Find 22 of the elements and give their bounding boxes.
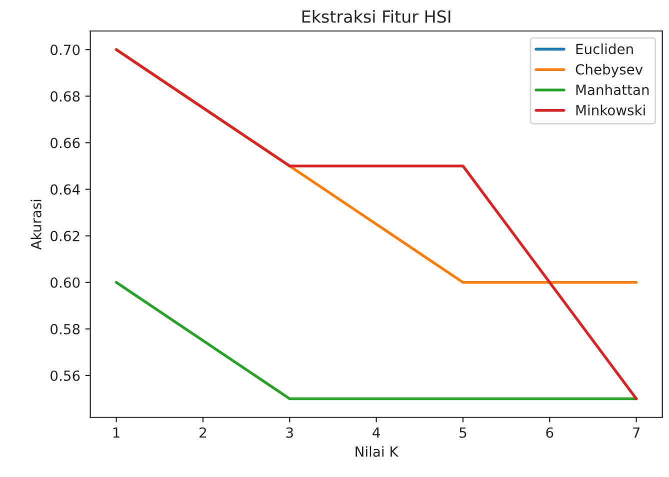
chart-title: Ekstraksi Fitur HSI [302, 10, 450, 23]
y-tick-label: 0.68 [50, 91, 80, 102]
y-tick-label: 0.64 [50, 184, 80, 195]
x-tick-label: 4 [372, 428, 380, 438]
y-axis-title: Akurasi [30, 200, 42, 250]
y-tick-label: 0.56 [50, 370, 80, 381]
y-tick-label: 0.66 [50, 138, 80, 148]
x-tick-label: 7 [633, 428, 640, 438]
x-tick-label: 3 [286, 427, 293, 438]
legend-label: Chebysev [576, 64, 643, 78]
x-tick-label: 5 [460, 428, 466, 438]
y-tick-label: 0.70 [50, 44, 80, 56]
y-tick-label: 0.58 [50, 324, 80, 334]
legend-label: Manhattan [576, 84, 649, 96]
y-tick-label: 0.62 [50, 230, 80, 242]
x-tick-label: 1 [113, 428, 120, 438]
x-axis-title: Nilai K [356, 446, 399, 457]
x-tick-label: 2 [200, 427, 206, 438]
legend-label: Eucliden [576, 44, 633, 54]
x-tick-label: 6 [546, 427, 554, 438]
legend-label: Minkowski [576, 104, 645, 116]
y-tick-label: 0.60 [50, 277, 80, 288]
